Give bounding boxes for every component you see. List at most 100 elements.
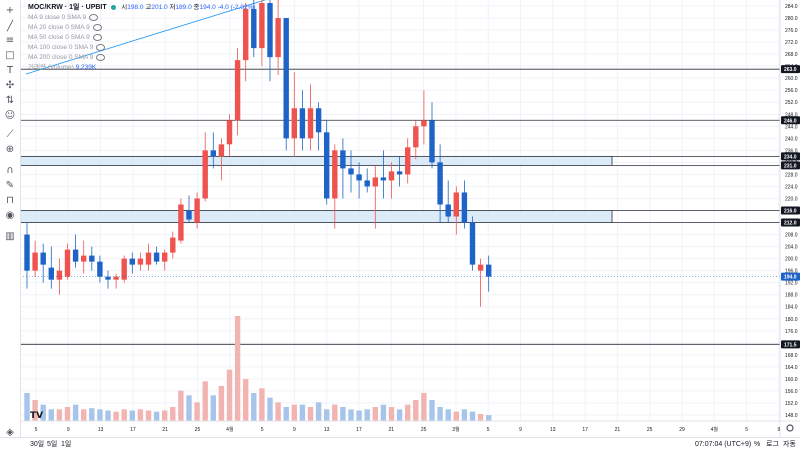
candle xyxy=(340,138,346,199)
time-tick-label: 13 xyxy=(324,427,330,433)
price-tick-label: 200.0 xyxy=(785,257,798,263)
time-tick-label: 17 xyxy=(582,427,588,433)
price-axis-tag: 171.5 xyxy=(781,340,800,349)
price-axis-tag: 246.0 xyxy=(781,116,800,125)
time-tick-label: 5 xyxy=(261,427,264,433)
indicator-ma50[interactable]: MA 50 close 0 SMA 9 xyxy=(28,34,90,41)
auto-scale-button[interactable]: 자동 xyxy=(783,441,796,448)
candle-body xyxy=(340,150,346,169)
time-tick-label: 9 xyxy=(293,427,296,433)
volume-bar xyxy=(89,408,95,421)
indicator-ma200[interactable]: MA 200 close 0 SMA 9 xyxy=(28,54,94,61)
range-30d-button[interactable]: 30일 xyxy=(30,441,45,448)
volume-indicator-label[interactable]: 거래량 (Volume) xyxy=(28,64,74,71)
horizontal-levels[interactable] xyxy=(20,68,780,345)
volume-bar xyxy=(218,386,225,421)
time-tick-label: 25 xyxy=(195,427,201,433)
rectangle-icon[interactable]: □ xyxy=(5,50,15,61)
candle xyxy=(388,162,395,199)
price-tick-label: 272.0 xyxy=(785,40,798,46)
volume-bars xyxy=(24,316,492,421)
candle xyxy=(210,132,216,169)
candle xyxy=(299,90,306,151)
draw-mode-icon[interactable]: ✎ xyxy=(5,180,15,191)
volume-bar xyxy=(405,404,411,421)
volume-bar xyxy=(162,410,168,421)
candle-body xyxy=(267,3,273,58)
range-5d-button[interactable]: 5일 xyxy=(47,441,58,448)
trend-line[interactable] xyxy=(25,0,266,75)
price-tick-label: 160.0 xyxy=(785,377,798,383)
volume-bar xyxy=(251,393,257,421)
time-axis[interactable]: 5 9 13 17 21 25 4월 5 9 13 17 21 25 3월 5 9 13 17 21 25 29 4월 5 9 xyxy=(35,426,781,433)
candle-body xyxy=(324,132,330,199)
text-icon[interactable]: T xyxy=(6,65,14,76)
candle-body xyxy=(81,255,87,262)
price-axis-tag: 216.0 xyxy=(781,206,800,215)
price-tick-label: 204.0 xyxy=(785,245,798,251)
candle-body xyxy=(388,171,395,181)
volume-bar xyxy=(388,407,395,421)
range-1d-button[interactable]: 1일 xyxy=(61,441,72,448)
candle-body xyxy=(486,264,492,277)
pattern-icon[interactable]: ✣ xyxy=(5,80,15,91)
candle-body xyxy=(153,252,160,262)
price-tick-label: 280.0 xyxy=(785,16,798,22)
candle-body xyxy=(64,249,71,277)
emoji-icon[interactable]: ☺ xyxy=(4,110,16,121)
volume-bar xyxy=(291,404,297,421)
eye-icon[interactable]: ◉ xyxy=(5,210,15,221)
volume-bar xyxy=(48,409,54,421)
time-tick-label: 5 xyxy=(35,427,38,433)
eye-icon[interactable] xyxy=(96,53,106,61)
percent-scale-button[interactable]: % xyxy=(754,441,761,448)
candle-body xyxy=(283,18,289,139)
time-tick-label: 9 xyxy=(778,427,781,433)
price-zone-rect[interactable] xyxy=(19,155,613,166)
time-tick-label: 29 xyxy=(679,427,685,433)
candle xyxy=(445,180,451,223)
time-tick-label: 3월 xyxy=(452,426,460,433)
ruler-icon[interactable]: ⟋ xyxy=(6,129,14,140)
indicator-ma100[interactable]: MA 100 close 0 SMA 9 xyxy=(28,44,94,51)
symbol-title[interactable]: MOC/KRW · 1일 · UPBIT xyxy=(28,4,107,11)
candle xyxy=(348,150,354,193)
tradingview-logo[interactable]: TV xyxy=(30,411,43,421)
time-tick-label: 17 xyxy=(130,427,136,433)
indicator-ma20[interactable]: MA 20 close 0 SMA 9 xyxy=(28,24,90,31)
candle xyxy=(218,138,225,181)
volume-bar xyxy=(453,411,459,421)
candle-body xyxy=(218,144,225,157)
candle-body xyxy=(170,237,176,253)
candle xyxy=(243,3,249,82)
price-axis-tag-text: 216.0 xyxy=(784,209,797,215)
price-chart[interactable]: 284.0280.0276.0272.0268.0264.0260.0256.0… xyxy=(0,0,800,437)
candle xyxy=(437,144,443,223)
trash-icon[interactable]: ▥ xyxy=(5,231,15,242)
prediction-icon[interactable]: ⇅ xyxy=(5,95,15,106)
horizontal-lines-icon[interactable]: ≡ xyxy=(5,35,15,46)
log-scale-button[interactable]: 로그 xyxy=(766,441,779,448)
price-tick-label: 236.0 xyxy=(785,148,798,154)
eye-icon[interactable] xyxy=(92,23,102,31)
eye-icon[interactable] xyxy=(96,43,106,51)
price-tick-label: 260.0 xyxy=(785,76,798,82)
layers-icon[interactable]: ◈ xyxy=(6,427,14,438)
candle-body xyxy=(477,264,484,271)
price-axis-tag-text: 194.0 xyxy=(784,275,797,281)
candle xyxy=(291,72,297,157)
zoom-in-icon[interactable]: ⊕ xyxy=(5,144,15,155)
candle-body xyxy=(48,267,54,280)
eye-icon[interactable] xyxy=(89,13,99,21)
lock-icon[interactable]: ⊓ xyxy=(6,195,14,206)
eye-icon[interactable] xyxy=(92,33,102,41)
settings-icon[interactable] xyxy=(786,424,794,432)
trend-line-icon[interactable]: ╱ xyxy=(6,21,14,32)
candle-body xyxy=(56,270,63,280)
price-zone-rect[interactable] xyxy=(19,210,613,223)
magnet-icon[interactable]: ∩ xyxy=(6,165,14,176)
volume-bar xyxy=(145,410,152,421)
candle xyxy=(332,144,338,229)
crosshair-icon[interactable]: + xyxy=(5,5,15,16)
indicator-ma9[interactable]: MA 9 close 0 SMA 9 xyxy=(28,14,87,21)
